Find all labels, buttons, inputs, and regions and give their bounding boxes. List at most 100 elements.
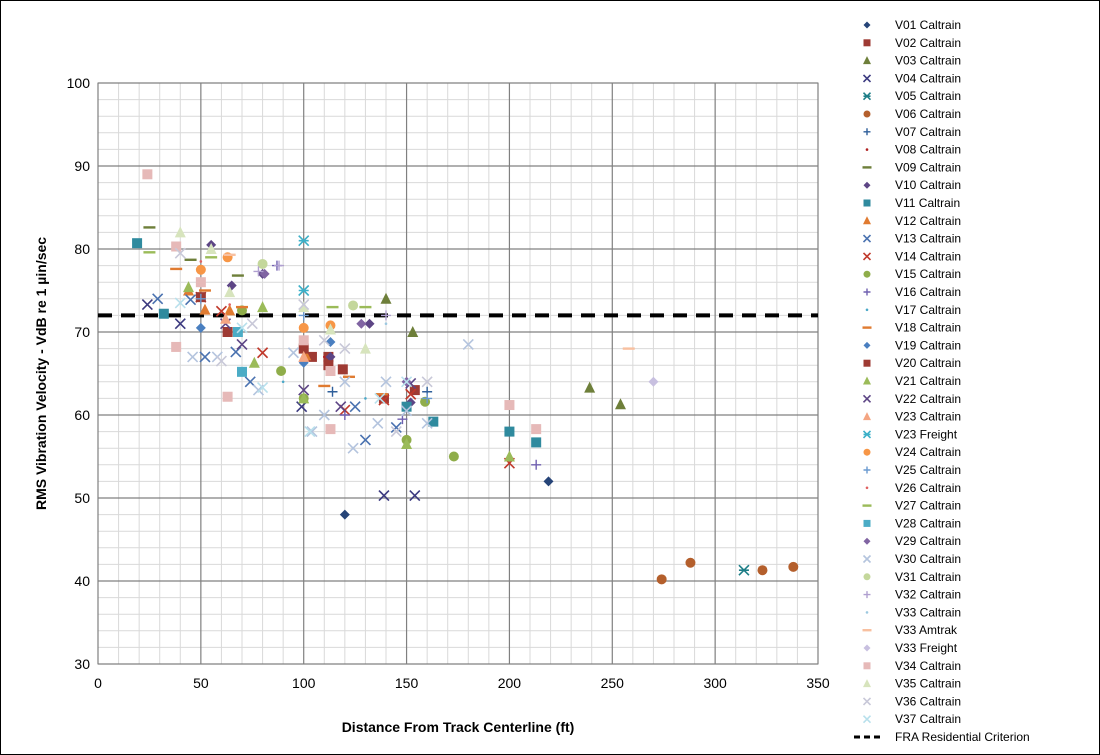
data-point [349, 401, 361, 413]
data-point [401, 376, 413, 388]
data-point [248, 356, 260, 368]
legend: V01 Caltrain V02 Caltrain V03 Caltrain V04 … [854, 18, 1030, 744]
y-tick-label: 90 [74, 158, 90, 174]
data-point [253, 266, 264, 277]
legend-marker [863, 376, 871, 385]
data-point [339, 376, 351, 388]
data-point [364, 397, 367, 400]
minor-grid [98, 83, 818, 664]
data-point [199, 260, 203, 263]
legend-marker [863, 412, 871, 421]
data-point [326, 305, 339, 309]
legend-marker [863, 110, 871, 118]
legend-label: V18 Caltrain [895, 321, 961, 335]
data-point [143, 251, 156, 254]
data-point [298, 299, 310, 311]
data-point [381, 310, 391, 321]
legend-marker [863, 466, 871, 474]
data-point [304, 426, 316, 438]
legend-label: V26 Caltrain [895, 481, 961, 495]
data-point [757, 565, 768, 576]
legend-marker [863, 359, 871, 367]
legend-marker [865, 611, 869, 614]
data-point [390, 426, 402, 438]
data-point [337, 364, 348, 375]
data-point [174, 297, 186, 309]
legend-label: V21 Caltrain [895, 374, 961, 388]
legend-label: V32 Caltrain [895, 588, 961, 602]
data-point [359, 342, 371, 354]
legend-marker [862, 430, 872, 439]
data-point [374, 392, 386, 404]
data-point [685, 557, 696, 568]
data-point [141, 299, 153, 311]
y-tick-label: 100 [67, 75, 91, 91]
y-axis-label: RMS Vibration Velocity - VdB re 1 µin/se… [33, 237, 49, 510]
legend-marker [863, 341, 871, 349]
legend-marker [863, 644, 871, 652]
data-point [306, 351, 317, 362]
legend-label: V23 Freight [895, 427, 958, 441]
data-point [359, 434, 371, 446]
data-point [401, 405, 413, 417]
data-point [421, 376, 433, 388]
data-point [738, 564, 750, 576]
data-point [236, 338, 248, 351]
data-point [323, 360, 334, 371]
legend-label: V02 Caltrain [895, 36, 961, 50]
data-point [339, 343, 351, 355]
legend-label: V08 Caltrain [895, 143, 961, 157]
y-tick-label: 40 [74, 573, 90, 589]
legend-label: V33 Caltrain [895, 605, 961, 619]
legend-marker [862, 234, 872, 243]
data-point [648, 376, 659, 387]
data-point [224, 304, 236, 316]
legend-label: V16 Caltrain [895, 285, 961, 299]
data-point [325, 424, 336, 435]
data-point [380, 376, 392, 388]
legend-label: V13 Caltrain [895, 232, 961, 246]
legend-marker [863, 537, 871, 545]
data-point [375, 393, 388, 396]
legend-marker [863, 270, 871, 278]
data-point [390, 421, 402, 434]
data-points [132, 169, 799, 585]
data-point [372, 417, 384, 429]
legend-label: V30 Caltrain [895, 552, 961, 566]
legend-marker [862, 715, 872, 724]
data-point [788, 561, 799, 572]
data-point [246, 318, 258, 330]
legend-marker [863, 288, 871, 296]
x-tick-label: 200 [498, 675, 522, 691]
data-point [236, 305, 248, 309]
legend-label: V17 Caltrain [895, 303, 961, 317]
data-point [132, 238, 143, 249]
data-point [531, 459, 542, 470]
data-point [223, 253, 236, 257]
data-point [409, 489, 421, 502]
data-point [298, 301, 310, 313]
legend-marker [863, 519, 871, 527]
data-point [158, 308, 169, 319]
data-point [380, 292, 392, 304]
data-point [364, 318, 375, 329]
legend-label: V36 Caltrain [895, 694, 961, 708]
data-point [224, 286, 236, 298]
legend-label: V15 Caltrain [895, 267, 961, 281]
data-point [230, 346, 242, 358]
data-point [543, 476, 554, 487]
data-point [504, 426, 515, 437]
data-point [318, 384, 331, 388]
legend-marker [862, 697, 872, 706]
data-point [531, 424, 542, 435]
data-point [171, 341, 182, 352]
legend-label: V25 Caltrain [895, 463, 961, 477]
data-point [405, 388, 417, 400]
legend-label: V27 Caltrain [895, 499, 961, 513]
data-point [306, 426, 318, 438]
data-point [237, 366, 247, 377]
data-point [407, 326, 419, 337]
y-tick-label: 30 [74, 656, 90, 672]
x-axis-ticks: 0 50 100 150 200 250 300 350 [94, 675, 830, 691]
data-point [257, 301, 269, 313]
